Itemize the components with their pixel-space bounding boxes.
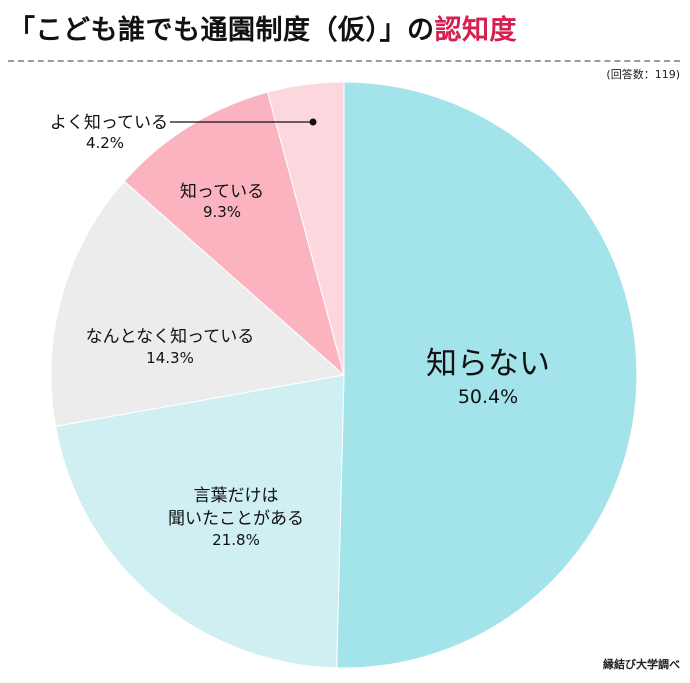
leader-dot-know-well bbox=[309, 118, 317, 126]
slice-label-know-well: よく知っている bbox=[50, 113, 168, 133]
slice-label-vaguely: なんとなく知っている bbox=[86, 327, 255, 347]
slice-dont-know bbox=[336, 81, 638, 669]
slice-value-heard: 21.8% bbox=[212, 531, 260, 549]
slice-know-well bbox=[266, 81, 345, 376]
slice-value-know-well: 4.2% bbox=[86, 134, 124, 152]
slice-value-dont-know: 50.4% bbox=[458, 386, 518, 408]
chart-title: 「こども誰でも通園制度（仮）」の認知度 bbox=[8, 8, 517, 47]
slice-value-vaguely: 14.3% bbox=[146, 349, 194, 367]
chart-title-accent: 認知度 bbox=[434, 15, 517, 46]
pie-slices bbox=[50, 81, 638, 669]
slice-label-heard-line2: 聞いたことがある bbox=[168, 509, 304, 529]
slice-vaguely bbox=[50, 180, 346, 427]
slice-label-dont-know: 知らない bbox=[426, 346, 550, 382]
chart-title-main: 「こども誰でも通園制度（仮）」の bbox=[8, 15, 435, 46]
respondent-count: (回答数：119) bbox=[606, 68, 680, 81]
title-divider bbox=[8, 60, 680, 62]
slice-heard bbox=[54, 374, 345, 669]
slice-label-heard-line1: 言葉だけは bbox=[194, 486, 279, 506]
data-source: 縁結び大学調べ bbox=[603, 658, 680, 671]
slice-value-know: 9.3% bbox=[203, 203, 241, 221]
slice-label-know: 知っている bbox=[180, 182, 264, 202]
slice-know bbox=[123, 91, 345, 377]
